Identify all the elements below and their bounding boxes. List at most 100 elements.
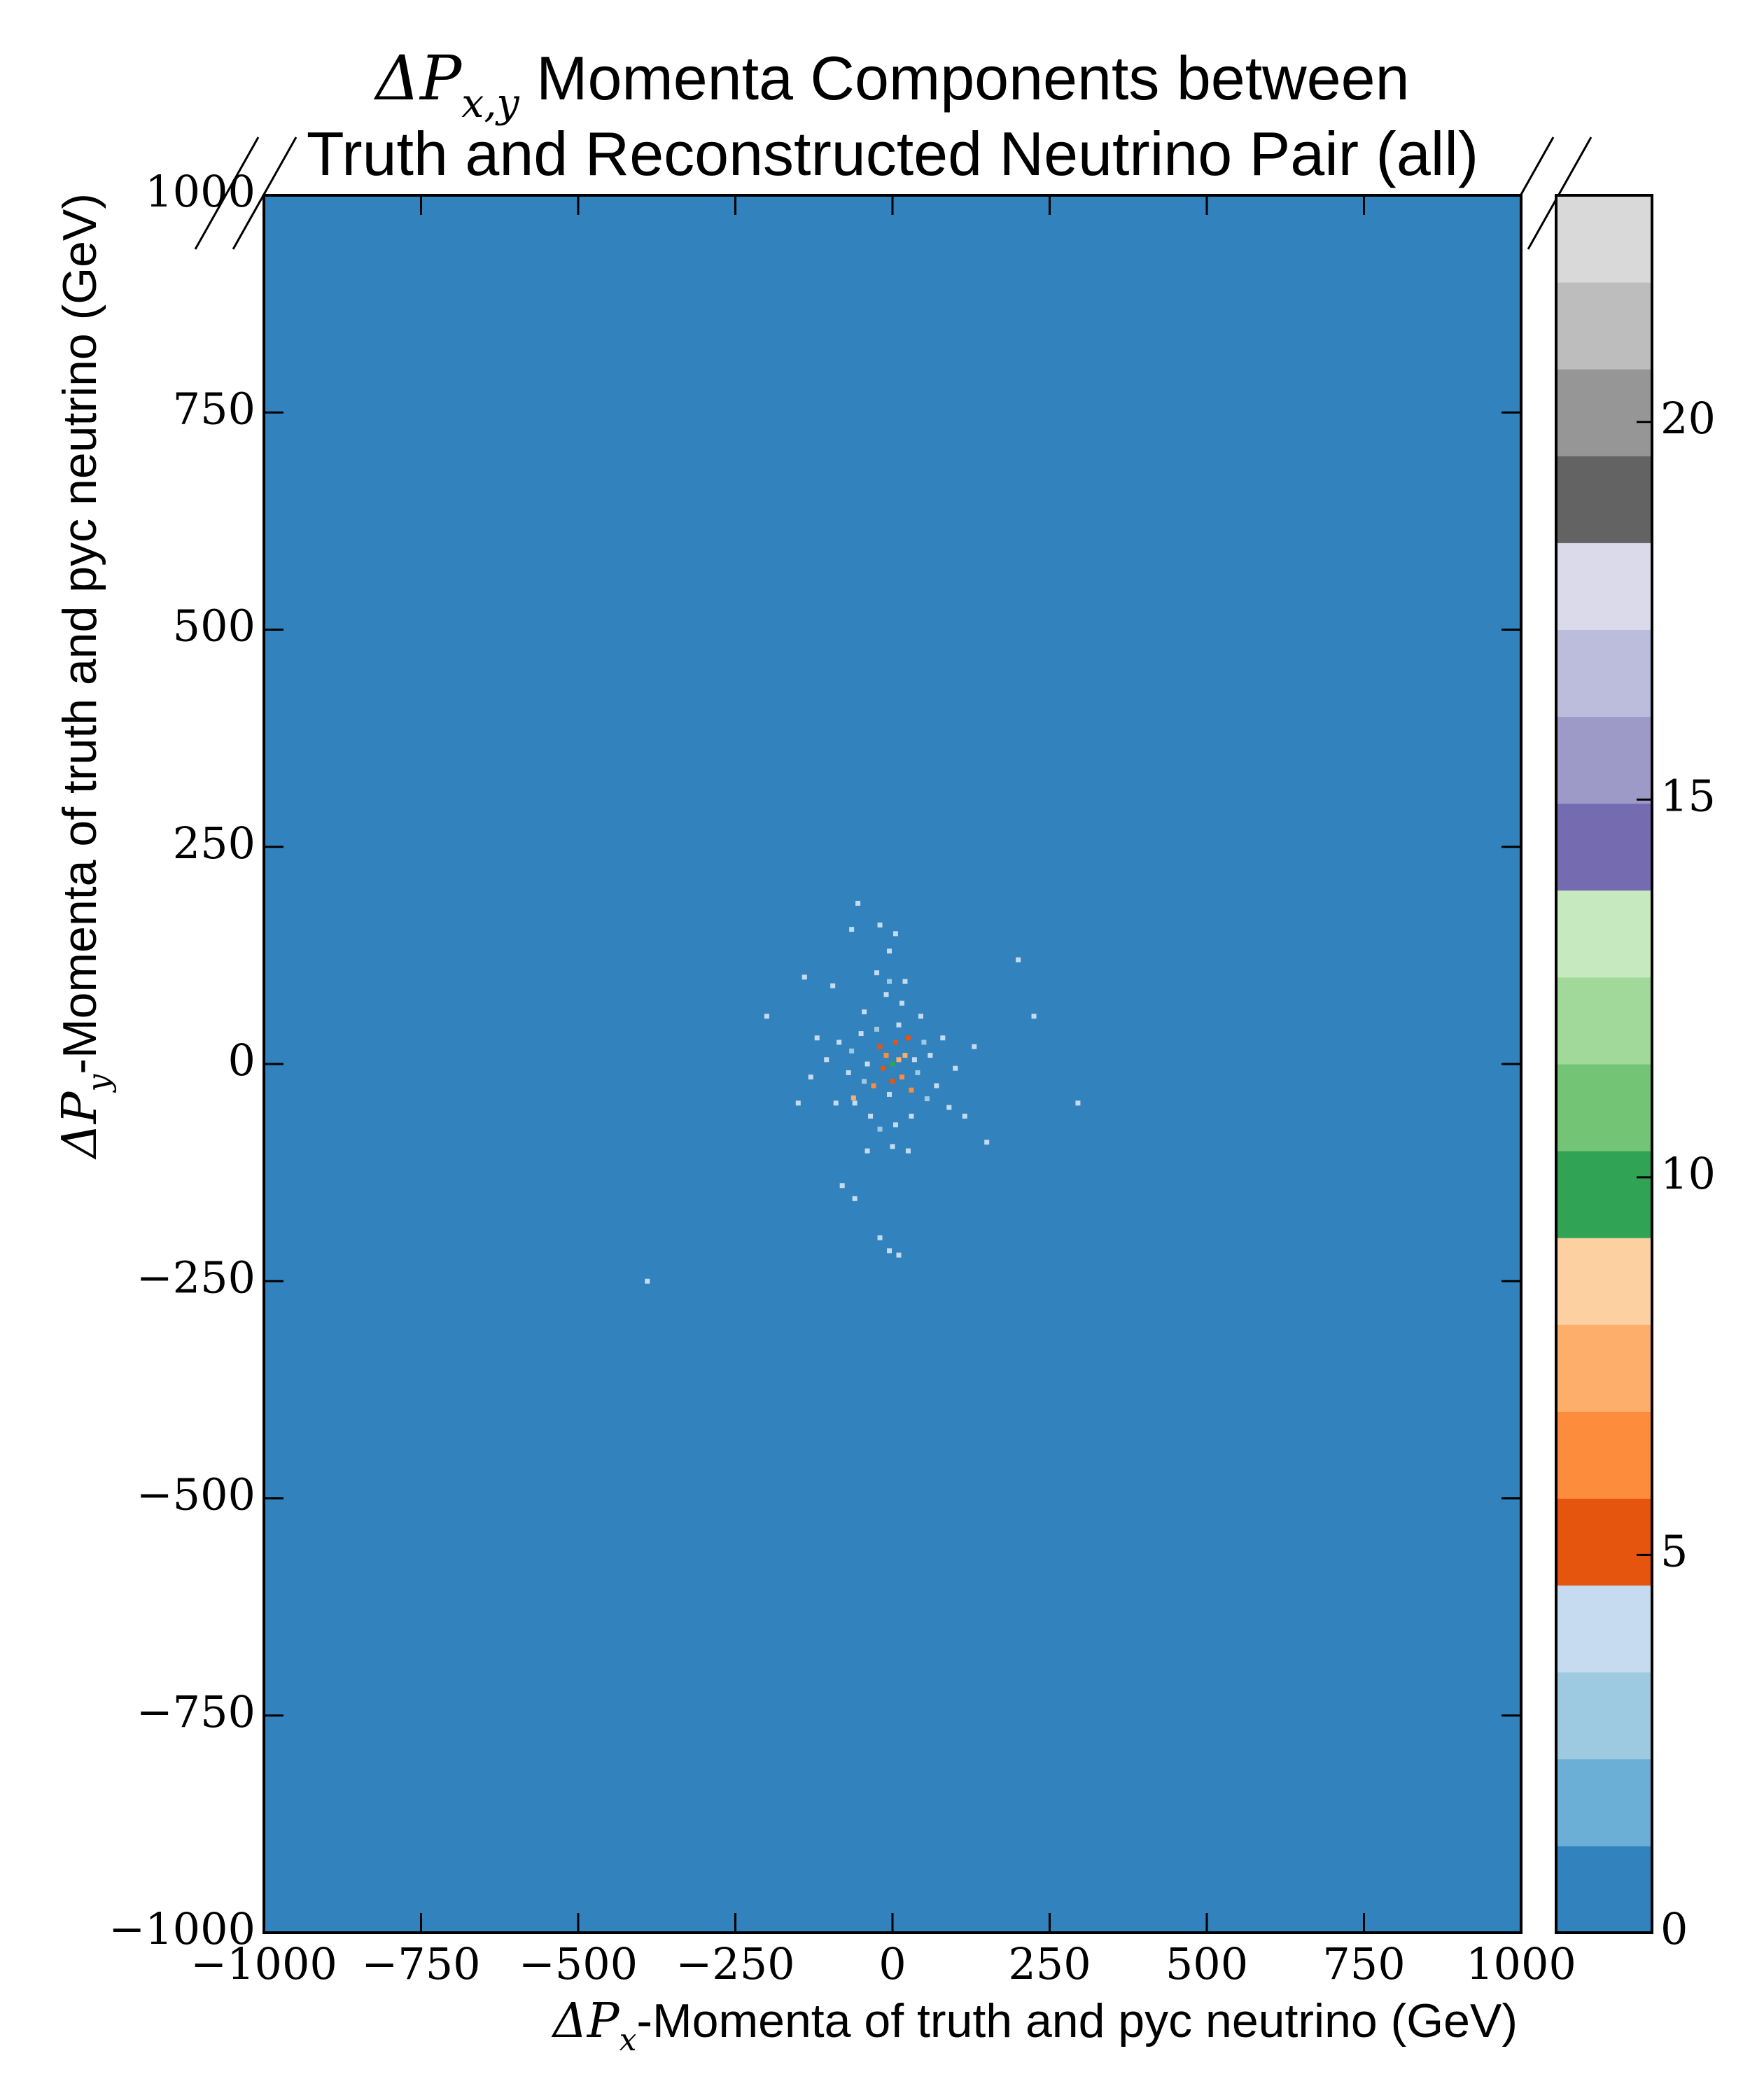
- x-tick-label: 500: [1166, 1938, 1248, 1989]
- y-tick-label: 250: [173, 818, 255, 869]
- bin: [890, 1079, 895, 1084]
- chart-title: ΔPx,y Momenta Components between: [373, 42, 1409, 127]
- bin: [874, 1026, 880, 1032]
- colorbar-band: [1556, 1238, 1652, 1325]
- chart-title-part: Truth and Reconstructed Neutrino Pair (a…: [307, 119, 1478, 188]
- bin: [984, 1140, 990, 1145]
- colorbar-band: [1556, 1498, 1652, 1586]
- colorbar-tick-label: 20: [1660, 393, 1716, 444]
- y-tick-label: 0: [228, 1035, 255, 1086]
- bin: [883, 992, 889, 997]
- bin: [852, 1196, 858, 1201]
- colorbar-band: [1556, 1672, 1652, 1760]
- y-axis-label-part: y: [81, 1073, 117, 1093]
- bin: [795, 1100, 801, 1106]
- bin: [892, 1040, 898, 1045]
- bin: [877, 1044, 883, 1049]
- y-tick-label: 750: [173, 383, 255, 434]
- bin: [905, 1035, 911, 1041]
- bin: [887, 1248, 892, 1254]
- chart-title-part: x,y: [461, 80, 519, 127]
- bin: [940, 1035, 946, 1041]
- colorbar-band: [1556, 369, 1652, 456]
- bin: [896, 1057, 902, 1063]
- bin: [1031, 1014, 1037, 1019]
- colorbar-frame: [1555, 194, 1653, 1934]
- y-tick-label: −750: [136, 1686, 255, 1737]
- y-tick-label: −250: [136, 1252, 255, 1303]
- bin: [862, 1079, 867, 1084]
- x-axis-label-part: -Momenta of truth and pyc neutrino (GeV): [636, 1994, 1518, 2047]
- bin: [871, 1083, 876, 1088]
- y-tick-label: 1000: [145, 166, 255, 217]
- bin: [962, 1113, 967, 1119]
- bin: [902, 1053, 908, 1058]
- x-tick-label: −250: [676, 1938, 794, 1989]
- bin: [946, 1105, 952, 1110]
- x-tick-label: −750: [361, 1938, 480, 1989]
- bin: [911, 1057, 917, 1063]
- bin: [836, 1040, 842, 1045]
- colorbar-band: [1556, 542, 1652, 630]
- x-tick-label: −1000: [190, 1938, 337, 1989]
- x-tick-label: 250: [1008, 1938, 1091, 1989]
- bin: [892, 931, 898, 937]
- bin: [915, 1070, 920, 1075]
- colorbar-band: [1556, 1758, 1652, 1847]
- colorbar-band: [1556, 890, 1652, 978]
- colorbar-tick-label: 0: [1660, 1903, 1688, 1954]
- bin: [883, 1053, 889, 1058]
- colorbar-band: [1556, 1411, 1652, 1499]
- bin: [890, 1061, 895, 1067]
- bin: [764, 1014, 769, 1019]
- bin: [846, 1070, 851, 1075]
- bin: [905, 1148, 911, 1154]
- bin: [868, 1113, 874, 1119]
- colorbar-band: [1556, 1845, 1652, 1933]
- bin: [1075, 1100, 1081, 1106]
- x-tick-label: 1000: [1466, 1938, 1576, 1989]
- x-axis-label: ΔPx-Momenta of truth and pyc neutrino (G…: [551, 1994, 1518, 2059]
- bin: [830, 983, 836, 988]
- colorbar-band: [1556, 1151, 1652, 1238]
- chart-title-part: Momenta Components between: [519, 43, 1410, 113]
- bin: [892, 1122, 898, 1128]
- bin: [874, 970, 880, 976]
- bin: [899, 1074, 904, 1080]
- bin: [877, 1235, 883, 1240]
- bin: [833, 1100, 839, 1106]
- bin: [953, 1065, 958, 1071]
- y-tick-label: −500: [136, 1469, 255, 1520]
- colorbar-tick-label: 5: [1660, 1526, 1688, 1577]
- bin: [887, 979, 892, 984]
- bin: [864, 1061, 870, 1067]
- break-mark: [232, 136, 298, 250]
- bin: [852, 1100, 858, 1106]
- bin: [896, 1022, 902, 1028]
- break-mark: [194, 136, 260, 250]
- bin: [862, 1009, 867, 1015]
- x-axis-label-part: ΔP: [551, 1994, 620, 2049]
- bin: [909, 1113, 914, 1119]
- colorbar-band: [1556, 1324, 1652, 1412]
- colorbar-band: [1556, 1064, 1652, 1152]
- bin: [887, 948, 892, 954]
- bin: [849, 1048, 855, 1054]
- colorbar-band: [1556, 629, 1652, 718]
- bin: [887, 1091, 892, 1097]
- y-tick-label: 500: [173, 601, 255, 652]
- colorbar-band: [1556, 716, 1652, 804]
- bin: [849, 927, 855, 932]
- colorbar-band: [1556, 195, 1652, 283]
- bin: [814, 1035, 820, 1041]
- colorbar-tick-label: 10: [1660, 1148, 1716, 1199]
- bin: [855, 900, 861, 906]
- bin: [902, 979, 908, 984]
- chart-title-part: ΔP: [373, 42, 463, 114]
- bin: [890, 1144, 895, 1149]
- bin: [645, 1278, 650, 1284]
- bin: [927, 1053, 933, 1058]
- bin: [1016, 957, 1021, 962]
- bin: [850, 1095, 856, 1100]
